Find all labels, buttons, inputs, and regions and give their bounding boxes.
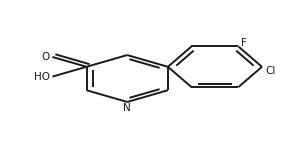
Text: HO: HO <box>34 72 50 82</box>
Text: O: O <box>42 52 50 62</box>
Text: F: F <box>241 38 247 48</box>
Text: Cl: Cl <box>265 66 275 76</box>
Text: N: N <box>123 103 131 113</box>
